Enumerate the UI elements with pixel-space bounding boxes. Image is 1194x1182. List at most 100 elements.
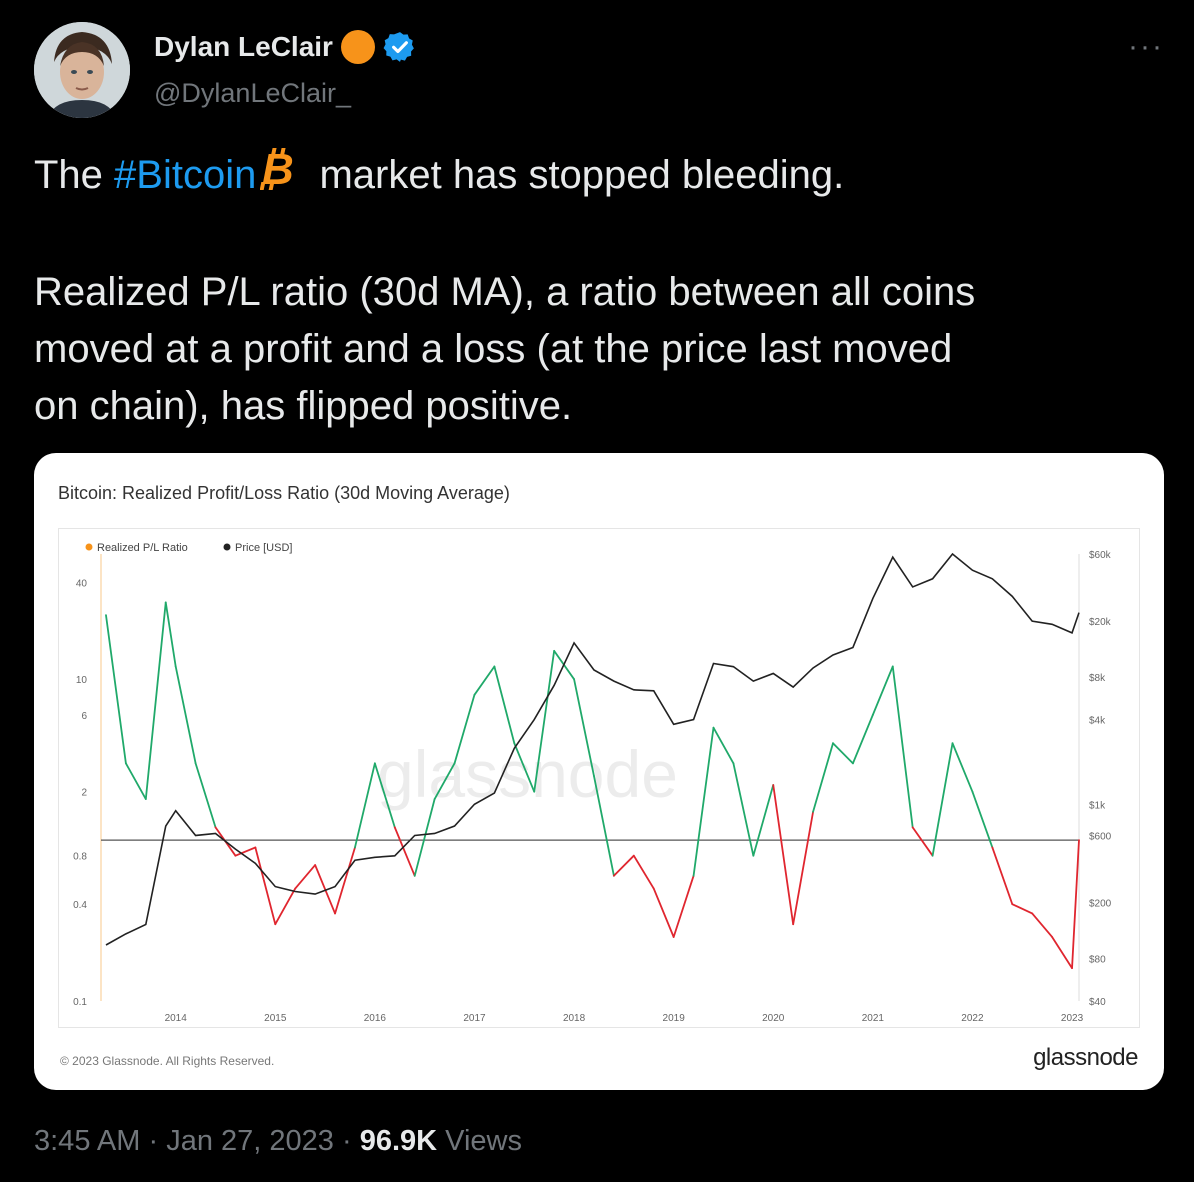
author-row: Dylan LeClair — [154, 30, 417, 64]
ratio-segment — [573, 678, 595, 777]
right-tick-label: $200 — [1089, 899, 1112, 910]
bitcoin-emoji-icon: B — [260, 145, 300, 208]
ratio-segment — [124, 762, 147, 800]
tweet-header: Dylan LeClair @DylanLeClair_ ··· — [34, 22, 1164, 118]
tweet-line-1: The #Bitcoin B market has stopped bleedin… — [34, 145, 1164, 208]
right-tick-label: $600 — [1089, 831, 1112, 842]
more-options-button[interactable]: ··· — [1128, 30, 1164, 63]
glassnode-logo: glassnode — [1033, 1044, 1138, 1071]
x-tick-label: 2019 — [663, 1013, 686, 1024]
x-tick-label: 2018 — [563, 1013, 586, 1024]
ratio-segment — [1031, 912, 1054, 938]
ratio-series — [105, 601, 1080, 970]
ratio-segment — [891, 665, 914, 829]
tweet-date[interactable]: Jan 27, 2023 — [166, 1125, 334, 1157]
ratio-segment — [593, 775, 615, 877]
tweet-line-2: Realized P/L ratio (30d MA), a ratio bet… — [34, 270, 976, 314]
ratio-segment — [991, 846, 1014, 906]
ratio-segment — [832, 742, 854, 765]
ratio-segment — [354, 762, 376, 849]
ratio-segment — [314, 864, 336, 915]
ratio-segment — [164, 601, 177, 668]
x-tick-label: 2023 — [1061, 1013, 1084, 1024]
author-handle[interactable]: @DylanLeClair_ — [154, 78, 351, 108]
ratio-segment — [852, 713, 874, 765]
chart-title: Bitcoin: Realized Profit/Loss Ratio (30d… — [58, 483, 510, 503]
ratio-segment — [334, 846, 356, 915]
chart-panel: Realized P/L Ratio Price [USD] glassnode… — [58, 528, 1140, 1028]
chart-svg: Realized P/L Ratio Price [USD] glassnode… — [73, 542, 1112, 1024]
price-series-line — [105, 552, 1080, 946]
right-axis-ticks: $40 $80 $200 $600 $1k $4k $8k $20k $60k — [1089, 550, 1112, 1008]
tweet-line-3: moved at a profit and a loss (at the pri… — [34, 327, 953, 371]
x-tick-label: 2015 — [264, 1013, 287, 1024]
right-tick-label: $40 — [1089, 997, 1106, 1008]
chart-legend: Realized P/L Ratio Price [USD] — [85, 542, 292, 554]
ratio-segment — [951, 742, 974, 793]
left-tick-label: 40 — [76, 578, 88, 589]
chart-image-card[interactable]: Bitcoin: Realized Profit/Loss Ratio (30d… — [34, 453, 1164, 1090]
legend-ratio-label: Realized P/L Ratio — [97, 542, 188, 554]
ratio-segment — [413, 798, 436, 877]
ratio-segment — [105, 614, 127, 765]
left-tick-label: 0.4 — [73, 900, 87, 911]
tweet-text-prefix: The — [34, 153, 115, 197]
ratio-segment — [672, 874, 695, 938]
ratio-segment — [871, 665, 894, 716]
ratio-segment — [254, 846, 277, 926]
ratio-segment — [752, 784, 775, 857]
left-tick-label: 0.8 — [73, 852, 87, 863]
legend-ratio-swatch — [85, 543, 93, 551]
ratio-segment — [433, 762, 456, 800]
avatar[interactable] — [34, 22, 130, 118]
ratio-segment — [513, 742, 536, 793]
legend-price-swatch — [223, 543, 231, 551]
ratio-segment — [1011, 903, 1034, 915]
right-tick-label: $80 — [1089, 955, 1106, 966]
tweet-time[interactable]: 3:45 AM — [34, 1125, 141, 1157]
tweet-meta: 3:45 AM · Jan 27, 2023 · 96.9K Views — [34, 1125, 522, 1158]
ratio-segment — [792, 810, 814, 926]
ratio-segment — [692, 726, 715, 877]
ratio-segment — [373, 762, 396, 829]
ratio-segment — [772, 784, 795, 926]
left-tick-label: 6 — [81, 711, 87, 722]
ratio-segment — [144, 601, 167, 800]
x-tick-label: 2022 — [961, 1013, 984, 1024]
ratio-segment — [294, 864, 317, 890]
x-tick-label: 2020 — [762, 1013, 785, 1024]
ratio-segment — [473, 665, 496, 696]
ratio-segment — [632, 854, 655, 890]
left-tick-label: 2 — [81, 788, 87, 799]
ratio-segment — [613, 854, 635, 877]
views-label: Views — [445, 1125, 522, 1157]
ratio-segment — [393, 826, 416, 877]
hashtag-link[interactable]: #Bitcoin — [114, 153, 257, 197]
ratio-segment — [812, 742, 834, 813]
tweet-text-suffix: market has stopped bleeding. — [308, 153, 845, 197]
view-count: 96.9K — [359, 1125, 438, 1157]
meta-separator: · — [148, 1125, 159, 1157]
x-tick-label: 2021 — [862, 1013, 885, 1024]
x-tick-label: 2016 — [364, 1013, 387, 1024]
ratio-segment — [911, 826, 934, 857]
ratio-segment — [194, 762, 217, 829]
author-name[interactable]: Dylan LeClair — [154, 31, 333, 62]
ratio-segment — [274, 887, 297, 926]
right-tick-label: $8k — [1089, 673, 1106, 684]
ratio-segment — [971, 790, 994, 849]
x-tick-label: 2017 — [463, 1013, 486, 1024]
x-tick-label: 2014 — [165, 1013, 188, 1024]
ratio-segment — [1071, 839, 1080, 970]
left-tick-label: 10 — [76, 675, 88, 686]
orange-circle-icon — [340, 30, 375, 64]
right-tick-label: $20k — [1089, 617, 1112, 628]
verified-badge-icon[interactable] — [383, 30, 417, 64]
meta-separator: · — [341, 1125, 352, 1157]
right-tick-label: $4k — [1089, 716, 1106, 727]
ratio-segment — [1051, 936, 1073, 970]
ratio-segment — [493, 665, 516, 745]
ratio-segment — [453, 693, 476, 765]
legend-price-label: Price [USD] — [235, 542, 292, 554]
ratio-segment — [652, 887, 675, 938]
